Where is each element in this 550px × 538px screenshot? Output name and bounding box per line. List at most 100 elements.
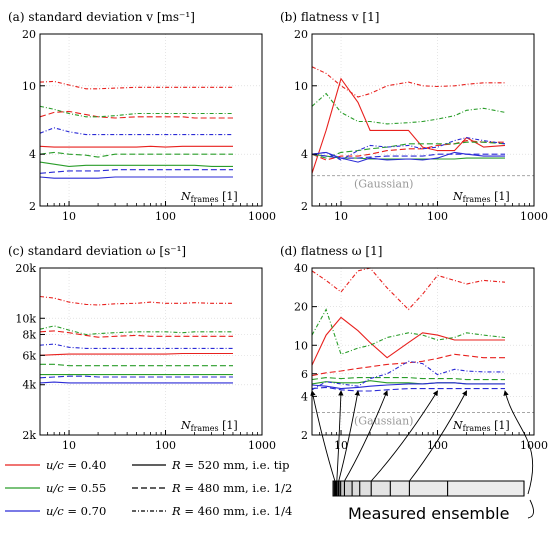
ensemble-segment-7 [344, 481, 353, 496]
series-line-6 [39, 105, 233, 118]
series-line-1 [311, 316, 505, 366]
plot-frame [311, 267, 535, 436]
ensemble-arrow [338, 390, 360, 482]
y-tick-label: 20 [22, 28, 36, 41]
panel-title: (d) flatness ω [1] [280, 244, 382, 258]
series-group [39, 80, 233, 179]
ensemble-segment-4 [336, 481, 339, 496]
series-line-5 [311, 141, 506, 159]
legend-style-label-2: R = 480 mm, i.e. 1/2 [171, 481, 292, 495]
x-tick-label: 100 [155, 439, 176, 452]
series-line-2 [311, 353, 505, 377]
series-line-3 [311, 66, 505, 98]
grid [40, 34, 262, 206]
ensemble-segment-1 [333, 481, 335, 496]
plot-frame [39, 267, 263, 436]
series-line-7 [39, 381, 233, 384]
ensemble-segment-6 [340, 481, 345, 496]
plot-frame [311, 33, 535, 207]
y-tick-label: 2 [29, 200, 36, 213]
grid [312, 34, 534, 206]
legend-style-label-1: R = 520 mm, i.e. tip [171, 458, 289, 472]
panel-d: (d) flatness ω [1](Gaussian)10 100 1000246… [280, 244, 548, 452]
x-tick-label: 1000 [248, 210, 276, 223]
grid [312, 268, 534, 435]
legend-label-1: u/c = 0.40 [46, 458, 106, 472]
series-line-8 [39, 169, 233, 174]
plot-frame [39, 33, 263, 207]
series-line-6 [39, 325, 233, 336]
x-tick-label: 1000 [248, 439, 276, 452]
y-tick-label: 2k [22, 429, 36, 442]
series-line-6 [311, 92, 506, 125]
ensemble-segment-10 [371, 481, 391, 496]
y-tick-label: 8k [22, 328, 36, 341]
series-group [311, 66, 506, 174]
ensemble-arrow [336, 390, 344, 482]
x-tick-label: 10 [334, 210, 348, 223]
x-tick-label: 100 [155, 210, 176, 223]
legend-label-2: u/c = 0.55 [46, 481, 106, 495]
series-line-7 [311, 382, 505, 390]
series-line-1 [39, 145, 233, 148]
y-tick-label: 4 [301, 148, 308, 161]
grid [40, 268, 262, 435]
series-line-9 [311, 137, 506, 161]
ensemble-arrow [344, 390, 388, 482]
series-line-3 [39, 295, 233, 306]
series-line-8 [311, 386, 505, 392]
y-tick-label: 40 [294, 262, 308, 275]
ensemble-arrow [409, 390, 467, 482]
y-tick-label: 20 [294, 28, 308, 41]
y-tick-label: 4k [22, 379, 36, 392]
x-tick-label: 1000 [520, 210, 548, 223]
measured-ensemble-diagram: Measured ensemble [310, 390, 534, 523]
x-tick-label: 10 [62, 439, 76, 452]
series-line-8 [39, 375, 233, 379]
ensemble-arrow [310, 390, 336, 482]
y-tick-label: 10 [294, 80, 308, 93]
y-tick-label: 20k [15, 262, 36, 275]
panels: (a) standard deviation v [ms⁻¹] 10 100 1000… [8, 10, 548, 452]
ensemble-segment-13 [447, 481, 524, 496]
x-tick-label: 100 [427, 210, 448, 223]
y-tick-label: 4 [301, 390, 308, 403]
y-tick-label: 2 [301, 200, 308, 213]
ensemble-arrow [370, 390, 438, 482]
x-tick-label: 10 [62, 210, 76, 223]
gaussian-reference-label: (Gaussian) [354, 414, 413, 427]
series-line-5 [39, 151, 233, 158]
series-group [311, 267, 506, 392]
measured-ensemble-label: Measured ensemble [348, 504, 509, 523]
series-line-1 [39, 352, 233, 356]
x-axis-label: Nframes [1] [452, 419, 510, 433]
series-line-2 [39, 110, 233, 119]
series-line-6 [311, 308, 506, 356]
ensemble-segment-5 [338, 481, 341, 496]
ensemble-arrow [505, 391, 534, 519]
panel-a: (a) standard deviation v [ms⁻¹] 10 100 1000… [8, 10, 276, 223]
x-axis-label: Nframes [1] [180, 190, 238, 204]
legend-label-3: u/c = 0.70 [46, 504, 106, 518]
series-line-8 [311, 153, 505, 159]
ensemble-segment-11 [390, 481, 410, 496]
series-line-5 [40, 363, 233, 367]
ensemble-segment-12 [409, 481, 448, 496]
gaussian-reference-label: (Gaussian) [354, 178, 413, 191]
y-tick-label: 4 [29, 148, 36, 161]
x-axis-label: Nframes [1] [452, 190, 510, 204]
y-tick-label: 6 [301, 368, 308, 381]
series-line-4 [39, 161, 233, 167]
legend: u/c = 0.40 u/c = 0.55 u/c = 0.70 R = 520 mm… [5, 458, 292, 518]
ensemble-segment-8 [352, 481, 360, 496]
y-tick-label: 10 [22, 80, 36, 93]
series-line-2 [39, 330, 233, 338]
y-tick-label: 10 [294, 339, 308, 352]
y-tick-label: 20 [294, 301, 308, 314]
x-axis-label: Nframes [1] [180, 419, 238, 433]
series-line-2 [311, 140, 505, 161]
panel-title: (b) flatness v [1] [280, 10, 379, 24]
series-line-9 [39, 343, 233, 349]
x-tick-label: 10 [334, 439, 348, 452]
